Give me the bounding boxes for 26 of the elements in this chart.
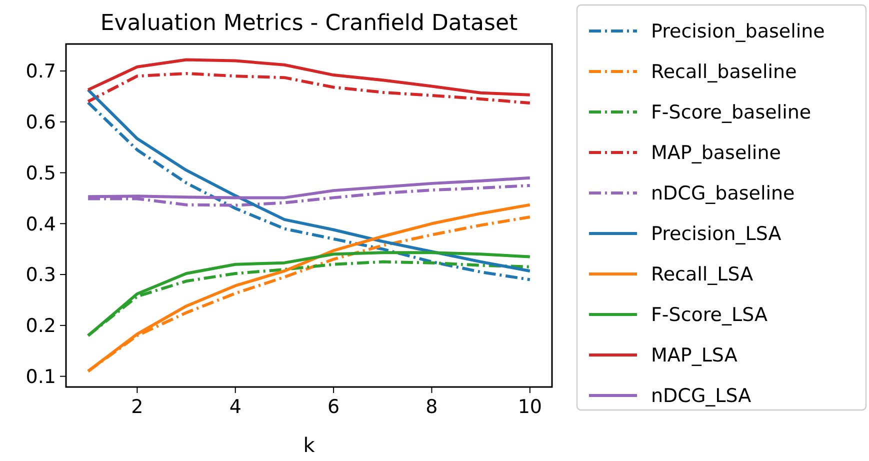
y-tick-label: 0.6 xyxy=(26,112,56,134)
x-tick-label: 2 xyxy=(131,396,144,418)
legend-label: Recall_baseline xyxy=(651,61,797,84)
line-series xyxy=(86,58,532,96)
x-tick-label: 6 xyxy=(328,396,340,418)
legend-label: nDCG_baseline xyxy=(651,182,795,205)
line-series xyxy=(86,72,532,105)
y-tick-label: 0.3 xyxy=(26,264,56,286)
x-tick-label: 8 xyxy=(426,396,438,418)
y-tick-label: 0.4 xyxy=(26,213,56,236)
chart-title: Evaluation Metrics - Cranfield Dataset xyxy=(100,11,518,36)
legend-label: Recall_LSA xyxy=(651,264,754,286)
x-axis-title: k xyxy=(303,433,316,457)
legend-label: MAP_baseline xyxy=(651,142,781,164)
y-tick-label: 0.5 xyxy=(26,162,56,184)
legend-label: Precision_baseline xyxy=(651,20,825,43)
legend-label: F-Score_LSA xyxy=(651,304,768,326)
y-tick-label: 0.7 xyxy=(26,60,56,83)
legend-label: Precision_LSA xyxy=(651,223,782,246)
legend-label: nDCG_LSA xyxy=(651,385,752,408)
y-tick-label: 0.1 xyxy=(26,366,56,388)
legend-label: F-Score_baseline xyxy=(651,102,812,124)
x-tick-label: 4 xyxy=(229,396,242,418)
x-tick-label: 10 xyxy=(518,396,542,418)
legend-label: MAP_LSA xyxy=(651,344,738,367)
y-tick-label: 0.2 xyxy=(26,315,56,338)
